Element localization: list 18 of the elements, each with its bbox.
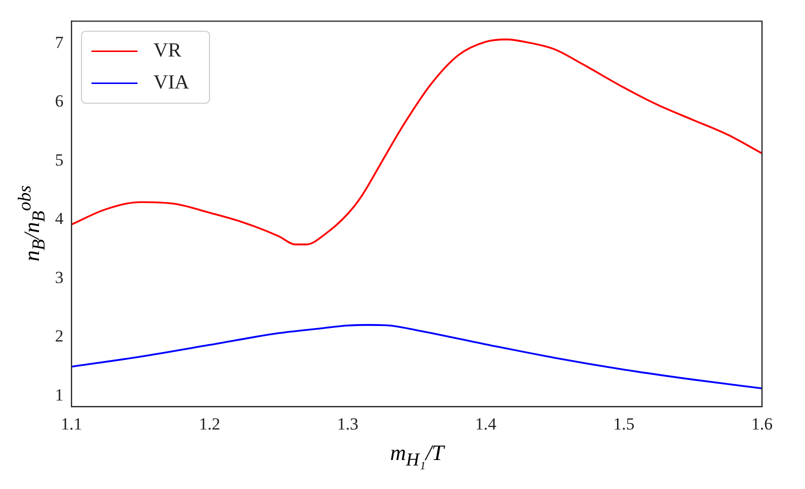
x-tick-label: 1.5 <box>613 414 635 434</box>
y-tick-label: 7 <box>55 32 64 52</box>
legend-label: VIA <box>154 71 190 94</box>
x-tick-label: 1.3 <box>337 414 358 434</box>
line-series <box>72 324 762 390</box>
x-tick-label: 1.1 <box>60 414 82 434</box>
y-tick-label: 1 <box>55 385 64 404</box>
legend-label: VR <box>154 39 182 62</box>
x-tick-label: 1.6 <box>751 414 773 434</box>
y-tick-label: 2 <box>55 326 64 346</box>
x-tick-label: 1.4 <box>475 414 497 434</box>
y-tick-label: 3 <box>55 268 64 287</box>
x-axis-title: m$_{H₁}$/T <box>389 440 446 470</box>
y-tick-label: 5 <box>55 150 64 170</box>
y-tick-label: 4 <box>55 209 64 228</box>
line-series <box>72 38 762 246</box>
y-tick-label: 6 <box>55 92 64 111</box>
x-tick-label: 1.2 <box>198 414 220 434</box>
